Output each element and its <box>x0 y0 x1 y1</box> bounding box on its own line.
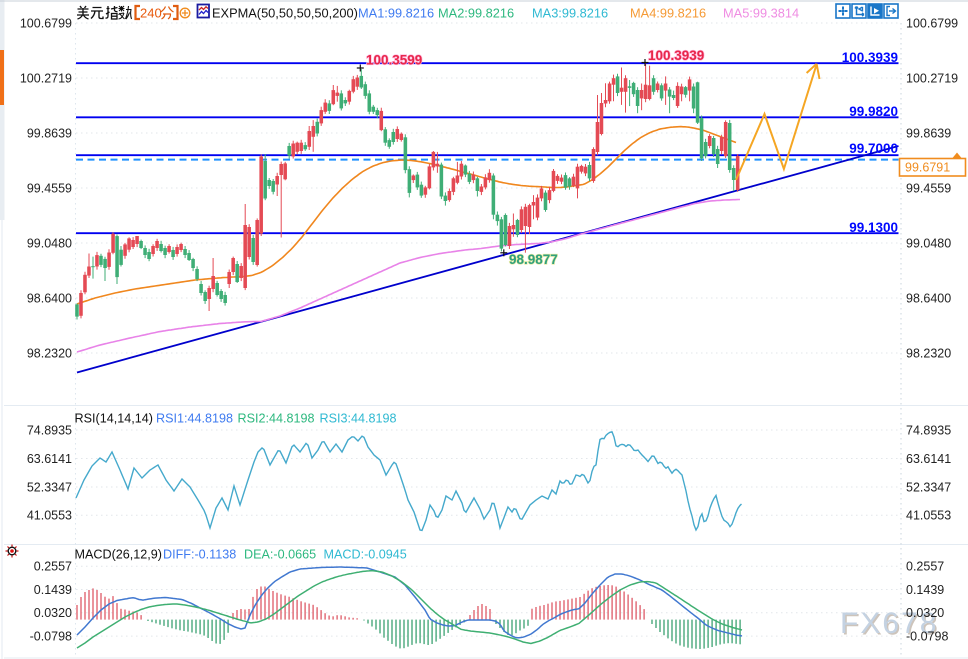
svg-text:99.4559: 99.4559 <box>27 181 72 195</box>
svg-text:99.8639: 99.8639 <box>27 126 72 140</box>
svg-text:98.2320: 98.2320 <box>906 346 951 360</box>
svg-text:98.6400: 98.6400 <box>906 291 951 305</box>
svg-text:100.6799: 100.6799 <box>20 16 72 30</box>
svg-text:FX678: FX678 <box>842 609 940 642</box>
svg-text:98.6400: 98.6400 <box>27 291 72 305</box>
svg-text:100.3599: 100.3599 <box>366 53 422 68</box>
svg-text:100.2719: 100.2719 <box>906 71 958 85</box>
svg-text:EXPMA(50,50,50,50,200): EXPMA(50,50,50,50,200) <box>212 6 358 21</box>
svg-text:0.1439: 0.1439 <box>34 583 72 597</box>
svg-text:63.6141: 63.6141 <box>906 452 951 466</box>
svg-text:DIFF:-0.1138: DIFF:-0.1138 <box>163 548 236 562</box>
svg-text:63.6141: 63.6141 <box>27 452 72 466</box>
svg-text:DEA:-0.0665: DEA:-0.0665 <box>244 548 316 562</box>
svg-text:RSI3:44.8198: RSI3:44.8198 <box>320 412 397 426</box>
svg-text:0.2557: 0.2557 <box>906 560 944 574</box>
svg-text:99.1300: 99.1300 <box>849 220 898 235</box>
svg-text:41.0553: 41.0553 <box>906 509 951 523</box>
svg-text:99.6791: 99.6791 <box>905 161 950 175</box>
svg-text:98.9877: 98.9877 <box>509 252 558 267</box>
svg-text:99.9820: 99.9820 <box>849 104 898 119</box>
svg-text:MA2:99.8216: MA2:99.8216 <box>438 6 514 21</box>
svg-text:100.6799: 100.6799 <box>906 16 958 30</box>
svg-text:MA4:99.8216: MA4:99.8216 <box>630 6 706 21</box>
svg-text:MA3:99.8216: MA3:99.8216 <box>532 6 608 21</box>
svg-text:FX678: FX678 <box>840 607 938 640</box>
svg-text:0.0320: 0.0320 <box>34 606 72 620</box>
svg-text:-0.0798: -0.0798 <box>906 629 948 643</box>
svg-text:100.3939: 100.3939 <box>842 50 898 65</box>
svg-text:MA1:99.8216: MA1:99.8216 <box>358 6 434 21</box>
svg-text:41.0553: 41.0553 <box>27 509 72 523</box>
svg-text:100.2719: 100.2719 <box>20 71 72 85</box>
svg-text:99.4559: 99.4559 <box>906 181 951 195</box>
svg-text:74.8935: 74.8935 <box>27 423 72 437</box>
svg-text:240: 240 <box>140 6 162 21</box>
svg-text:99.0480: 99.0480 <box>27 236 72 250</box>
svg-text:RSI(14,14,14): RSI(14,14,14) <box>75 412 153 426</box>
svg-text:MACD:-0.0945: MACD:-0.0945 <box>324 548 407 562</box>
svg-text:0.0320: 0.0320 <box>906 606 944 620</box>
svg-text:98.2320: 98.2320 <box>27 346 72 360</box>
svg-text:74.8935: 74.8935 <box>906 423 951 437</box>
svg-text:-0.0798: -0.0798 <box>30 629 72 643</box>
svg-text:RSI1:44.8198: RSI1:44.8198 <box>156 412 233 426</box>
svg-text:RSI2:44.8198: RSI2:44.8198 <box>238 412 315 426</box>
svg-text:99.0480: 99.0480 <box>906 236 951 250</box>
svg-text:99.7000: 99.7000 <box>849 141 898 156</box>
svg-text:0.1439: 0.1439 <box>906 583 944 597</box>
svg-text:MA5:99.3814: MA5:99.3814 <box>723 6 799 21</box>
svg-text:0.2557: 0.2557 <box>34 560 72 574</box>
svg-text:100.3939: 100.3939 <box>648 48 704 63</box>
svg-text:52.3347: 52.3347 <box>27 480 72 494</box>
svg-text:52.3347: 52.3347 <box>906 480 951 494</box>
svg-text:99.8639: 99.8639 <box>906 126 951 140</box>
svg-text:MACD(26,12,9): MACD(26,12,9) <box>75 548 163 562</box>
